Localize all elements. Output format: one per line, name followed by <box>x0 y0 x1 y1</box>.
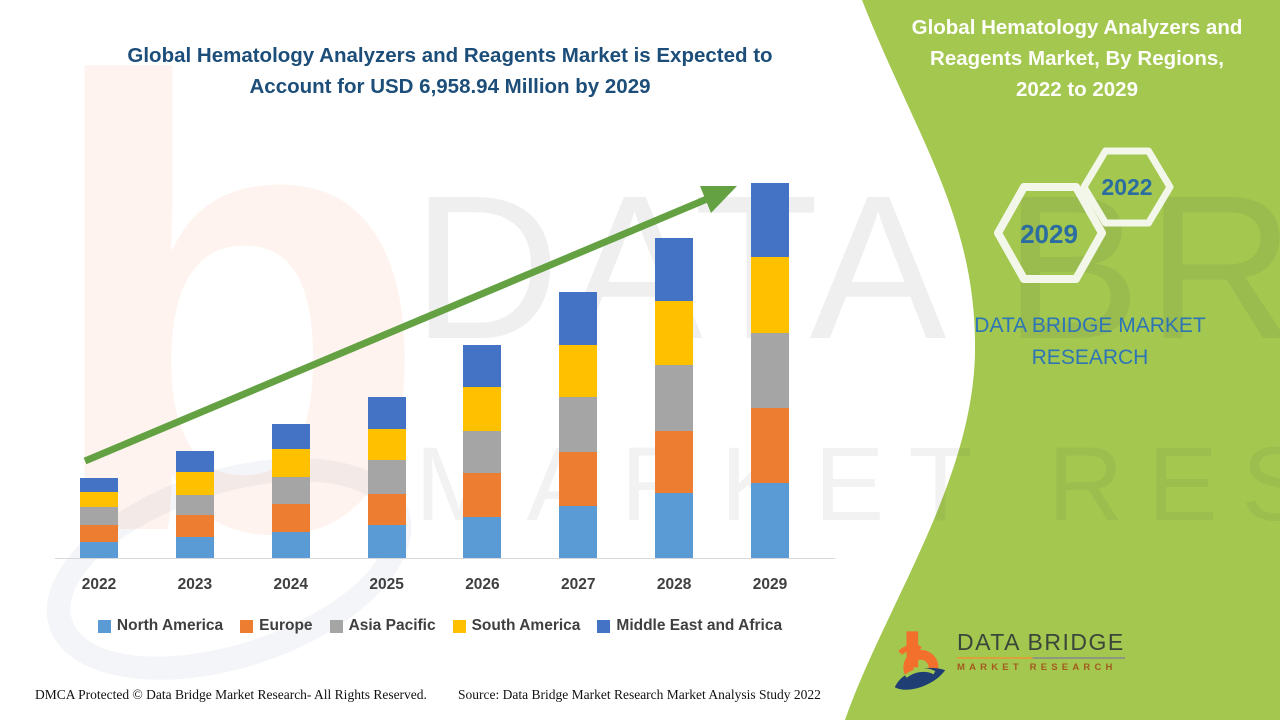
legend-label: North America <box>116 617 224 634</box>
chart-title: Global Hematology Analyzers and Reagents… <box>55 40 845 102</box>
x-axis-label-2027: 2027 <box>561 576 596 593</box>
chart-title-line2: Account for USD 6,958.94 Million by 2029 <box>249 75 651 98</box>
panel-brand-caption-line2: RESEARCH <box>1031 346 1149 369</box>
legend-swatch <box>597 619 611 633</box>
bar-segment-south-america-2024 <box>271 448 310 477</box>
legend-item-middle-east-and-africa: Middle East and Africa <box>597 617 782 635</box>
hexagon-2022 <box>1080 147 1174 227</box>
logo-swoosh-cut <box>904 668 936 678</box>
logo-name: DATA BRIDGE <box>957 629 1125 655</box>
hexagon-label-2022: 2022 <box>1101 174 1153 200</box>
logo-rule <box>957 657 1125 659</box>
bar-segment-south-america-2023 <box>175 471 214 496</box>
bar-segment-europe-2022 <box>80 524 118 542</box>
bar-segment-europe-2027 <box>559 452 598 506</box>
legend-swatch <box>97 619 111 633</box>
footer-source-text: Source: Data Bridge Market Research Mark… <box>458 687 821 702</box>
legend-item-south-america: South America <box>452 617 581 635</box>
bar-segment-south-america-2026 <box>463 386 502 431</box>
bar-segment-europe-2029 <box>751 408 790 483</box>
x-axis-label-2029: 2029 <box>752 576 788 593</box>
bar-segment-asia-pacific-2022 <box>80 506 118 525</box>
x-axis-label-2025: 2025 <box>369 576 404 593</box>
bar-segment-asia-pacific-2026 <box>463 430 502 473</box>
x-axis-line <box>55 558 835 559</box>
chart-legend: North America Europe Asia Pacific South Ame… <box>45 617 835 635</box>
bar-segment-middle-east-and-africa-2027 <box>559 291 598 345</box>
logo-b-flag <box>898 644 922 656</box>
footer-dmca-text: DMCA Protected © Data Bridge Market Rese… <box>35 687 427 702</box>
x-axis-label-2023: 2023 <box>177 576 213 593</box>
bar-segment-north-america-2026 <box>463 517 502 558</box>
bar-segment-middle-east-and-africa-2028 <box>655 237 694 301</box>
green-panel-shape <box>845 0 1280 720</box>
legend-item-north-america: North America <box>97 617 224 635</box>
panel-brand-caption-line1: DATA BRIDGE MARKET <box>974 314 1206 337</box>
legend-item-europe: Europe <box>240 617 313 635</box>
legend-label: Middle East and Africa <box>616 617 783 634</box>
bar-segment-europe-2024 <box>271 503 310 532</box>
bar-segment-asia-pacific-2024 <box>271 476 310 504</box>
bar-segment-asia-pacific-2029 <box>751 332 790 408</box>
legend-swatch <box>329 619 343 633</box>
hexagon-2029 <box>994 183 1106 283</box>
logo-text-block: DATA BRIDGE MARKET RESEARCH <box>957 629 1125 673</box>
bar-segment-asia-pacific-2027 <box>559 397 598 453</box>
bar-segment-europe-2025 <box>367 494 406 526</box>
panel-title-line2: Reagents Market, By Regions, <box>930 47 1224 70</box>
bar-segment-north-america-2029 <box>751 483 790 558</box>
panel-brand-caption: DATA BRIDGE MARKET RESEARCH <box>945 310 1235 374</box>
bar-segment-europe-2023 <box>175 515 214 538</box>
bar-segment-north-america-2024 <box>271 531 310 558</box>
bar-segment-middle-east-and-africa-2022 <box>80 478 118 492</box>
bar-segment-middle-east-and-africa-2024 <box>271 423 310 449</box>
hexagon-label-2029: 2029 <box>1020 219 1078 249</box>
logo-subtitle: MARKET RESEARCH <box>957 662 1117 673</box>
bar-segment-south-america-2022 <box>80 492 118 507</box>
bar-segment-middle-east-and-africa-2026 <box>463 344 502 387</box>
legend-label: Asia Pacific <box>348 617 436 634</box>
chart-title-line1: Global Hematology Analyzers and Reagents… <box>127 44 773 67</box>
bar-segment-north-america-2023 <box>175 537 214 558</box>
bar-segment-south-america-2025 <box>367 429 406 461</box>
bar-segment-europe-2028 <box>655 431 694 494</box>
bar-segment-north-america-2027 <box>559 506 598 558</box>
legend-swatch <box>452 619 466 633</box>
bar-segment-north-america-2022 <box>80 542 118 558</box>
x-axis-label-2028: 2028 <box>656 576 692 593</box>
bar-segment-asia-pacific-2028 <box>655 365 694 431</box>
data-bridge-logo-icon <box>894 631 946 690</box>
panel-title: Global Hematology Analyzers and Reagents… <box>893 12 1261 105</box>
bar-segment-asia-pacific-2025 <box>367 460 406 495</box>
legend-swatch <box>240 619 254 633</box>
bar-segment-middle-east-and-africa-2023 <box>175 451 214 472</box>
bar-segment-middle-east-and-africa-2029 <box>751 183 790 257</box>
data-bridge-logo: DATA BRIDGE MARKET RESEARCH <box>893 629 1125 695</box>
bar-segment-south-america-2028 <box>655 300 694 365</box>
bar-segment-south-america-2027 <box>559 345 598 397</box>
bar-segment-north-america-2025 <box>367 525 406 558</box>
x-axis-label-2022: 2022 <box>81 576 117 593</box>
bar-segment-north-america-2028 <box>655 493 694 558</box>
legend-label: Europe <box>259 617 313 634</box>
bar-segment-europe-2026 <box>463 472 502 517</box>
x-axis-labels: 2022 2023 2024 2025 2026 2027 2028 2029 <box>55 576 835 598</box>
bar-segment-asia-pacific-2023 <box>175 495 214 516</box>
panel-title-line3: 2022 to 2029 <box>1016 78 1138 101</box>
panel-title-line1: Global Hematology Analyzers and <box>911 16 1243 39</box>
bar-segment-middle-east-and-africa-2025 <box>367 397 406 430</box>
legend-item-asia-pacific: Asia Pacific <box>329 617 436 635</box>
legend-label: South America <box>471 617 581 634</box>
hexagon-graphic <box>994 147 1174 283</box>
x-axis-label-2026: 2026 <box>465 576 500 593</box>
plot-area <box>55 164 835 559</box>
bar-segment-south-america-2029 <box>751 257 790 333</box>
x-axis-label-2024: 2024 <box>273 576 308 593</box>
